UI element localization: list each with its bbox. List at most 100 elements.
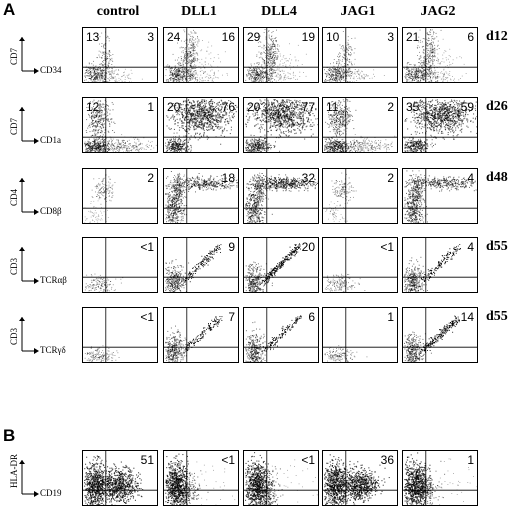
upper-right-percentage: <1: [301, 454, 315, 466]
flow-plot-a-row4-jag2: 4: [402, 237, 478, 293]
flow-plot-a-row2-control: 12 1: [82, 97, 158, 153]
flow-plot-a-row3-dll1: 18: [163, 168, 239, 224]
upper-right-percentage: 1: [147, 101, 154, 113]
scatter-dots: [244, 98, 318, 152]
scatter-dots: [244, 308, 318, 362]
upper-right-percentage: 1: [467, 454, 474, 466]
scatter-dots: [403, 238, 477, 292]
upper-right-percentage: 76: [222, 101, 235, 113]
upper-right-percentage: <1: [380, 241, 394, 253]
scatter-dots: [323, 308, 397, 362]
flow-plot-a-row3-control: 2: [82, 168, 158, 224]
flow-plot-a-row1-jag1: 10 3: [322, 27, 398, 83]
scatter-dots: [244, 169, 318, 223]
scatter-dots: [244, 451, 318, 505]
scatter-dots: [403, 451, 477, 505]
flow-plot-a-row1-jag2: 21 6: [402, 27, 478, 83]
flow-plot-a-row4-dll1: 9: [163, 237, 239, 293]
upper-right-percentage: 18: [222, 172, 235, 184]
scatter-dots: [164, 238, 238, 292]
scatter-dots: [164, 451, 238, 505]
scatter-dots: [323, 451, 397, 505]
flow-plot-a-row4-control: <1: [82, 237, 158, 293]
upper-right-percentage: 6: [308, 311, 315, 323]
y-axis-label: CD3: [9, 258, 19, 275]
x-axis-label: CD34: [40, 65, 62, 75]
axis-arrow-icon: [18, 460, 58, 505]
upper-right-percentage: 3: [387, 31, 394, 43]
upper-right-percentage: 4: [467, 172, 474, 184]
upper-right-percentage: 77: [302, 101, 315, 113]
x-axis-label: CD8β: [40, 206, 62, 216]
upper-left-percentage: 11: [326, 101, 338, 113]
x-axis-label: TCRγδ: [40, 345, 66, 355]
flow-plot-a-row5-jag2: 14: [402, 307, 478, 363]
upper-right-percentage: 14: [461, 311, 474, 323]
upper-right-percentage: 1: [387, 311, 394, 323]
scatter-dots: [83, 451, 157, 505]
x-axis-label: CD19: [40, 488, 62, 498]
axis-arrow-icon: [18, 247, 58, 292]
column-header-jag2: JAG2: [400, 4, 476, 20]
y-axis-label: CD3: [9, 328, 19, 345]
axis-arrow-icon: [18, 178, 58, 223]
flow-plot-a-row2-jag2: 35 59: [402, 97, 478, 153]
flow-plot-a-row5-control: <1: [82, 307, 158, 363]
upper-right-percentage: 2: [387, 101, 394, 113]
flow-plot-a-row1-dll1: 24 16: [163, 27, 239, 83]
upper-right-percentage: 4: [467, 241, 474, 253]
axis-arrow-icon: [18, 317, 58, 362]
flow-plot-a-row5-dll1: 7: [163, 307, 239, 363]
flow-plot-a-row1-control: 13 3: [82, 27, 158, 83]
column-header-dll1: DLL1: [161, 4, 237, 20]
flow-plot-a-row2-dll1: 20 76: [163, 97, 239, 153]
scatter-dots: [83, 169, 157, 223]
upper-right-percentage: 36: [381, 454, 394, 466]
y-axis-label: CD4: [9, 189, 19, 206]
upper-right-percentage: <1: [221, 454, 235, 466]
upper-right-percentage: <1: [140, 241, 154, 253]
scatter-dots: [323, 238, 397, 292]
flow-plot-a-row5-jag1: 1: [322, 307, 398, 363]
flow-plot-a-row3-jag2: 4: [402, 168, 478, 224]
day-label: d48: [486, 170, 508, 186]
flow-plot-b-control: 51: [82, 450, 158, 506]
scatter-dots: [164, 28, 238, 82]
scatter-dots: [403, 169, 477, 223]
flow-plot-a-row4-jag1: <1: [322, 237, 398, 293]
y-axis-label: HLA-DR: [9, 454, 19, 488]
flow-plot-a-row2-dll4: 20 77: [243, 97, 319, 153]
scatter-dots: [164, 308, 238, 362]
flow-plot-a-row1-dll4: 29 19: [243, 27, 319, 83]
upper-right-percentage: 16: [222, 31, 235, 43]
column-header-jag1: JAG1: [320, 4, 396, 20]
scatter-dots: [403, 308, 477, 362]
flow-plot-a-row3-dll4: 32: [243, 168, 319, 224]
day-label: d26: [486, 99, 508, 115]
flow-plot-b-jag1: 36: [322, 450, 398, 506]
upper-left-percentage: 29: [247, 31, 260, 43]
upper-right-percentage: 19: [302, 31, 315, 43]
day-label: d55: [486, 239, 508, 255]
y-axis-label: CD7: [9, 118, 19, 135]
upper-right-percentage: 2: [147, 172, 154, 184]
column-header-dll4: DLL4: [241, 4, 317, 20]
flow-plot-b-dll1: <1: [163, 450, 239, 506]
upper-left-percentage: 13: [86, 31, 99, 43]
scatter-dots: [403, 98, 477, 152]
panel-a-label: A: [3, 0, 15, 20]
upper-right-percentage: 6: [467, 31, 474, 43]
x-axis-label: TCRαβ: [40, 275, 67, 285]
day-label: d55: [486, 309, 508, 325]
day-label: d12: [486, 29, 508, 45]
upper-left-percentage: 20: [247, 101, 260, 113]
upper-left-percentage: 21: [406, 31, 419, 43]
upper-right-percentage: 32: [302, 172, 315, 184]
x-axis-label: CD1a: [40, 135, 61, 145]
flow-plot-a-row3-jag1: 2: [322, 168, 398, 224]
scatter-dots: [83, 308, 157, 362]
scatter-dots: [164, 98, 238, 152]
upper-right-percentage: 7: [228, 311, 235, 323]
flow-plot-a-row2-jag1: 11 2: [322, 97, 398, 153]
upper-right-percentage: 59: [461, 101, 474, 113]
